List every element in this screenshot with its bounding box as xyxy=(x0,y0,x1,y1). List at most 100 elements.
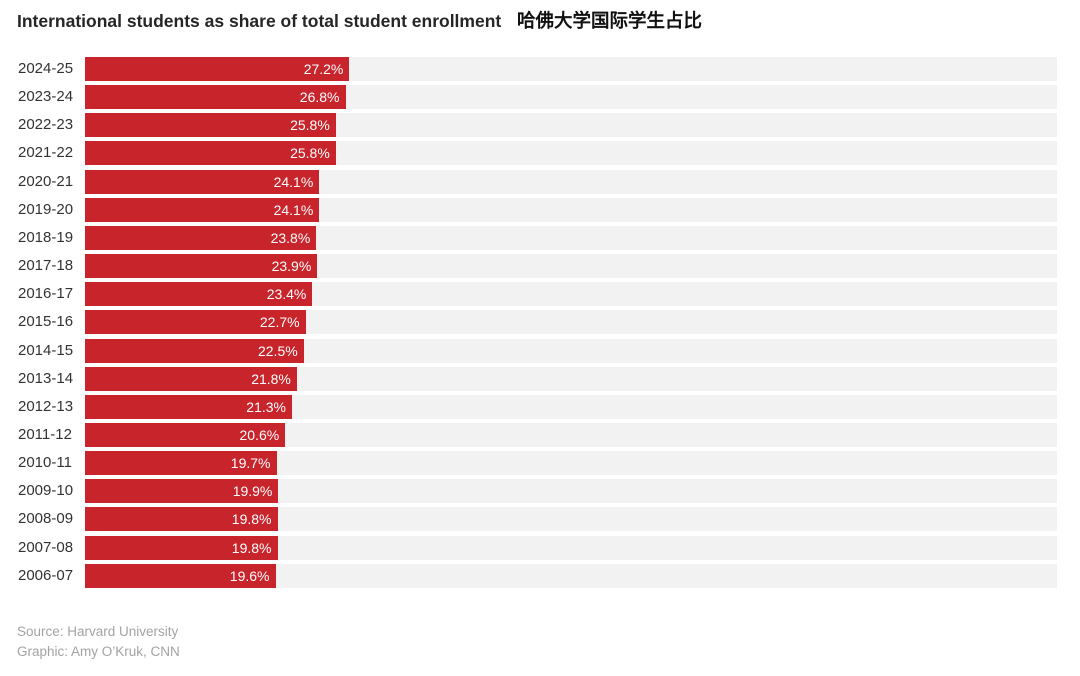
bar-track: 23.8% xyxy=(85,225,1057,250)
bar-value-label: 22.5% xyxy=(257,342,298,359)
bar-track: 22.7% xyxy=(85,310,1057,335)
credit-note: Graphic: Amy O’Kruk, CNN xyxy=(17,644,180,659)
bar-track: 23.9% xyxy=(85,254,1057,279)
category-label: 2019-20 xyxy=(18,200,74,218)
bar-track: 21.3% xyxy=(85,394,1057,419)
bar-value-label: 22.7% xyxy=(259,314,300,331)
bar-value-label: 23.9% xyxy=(271,258,312,275)
bar-track: 24.1% xyxy=(85,169,1057,194)
bar-track: 19.8% xyxy=(85,535,1057,560)
bar: 20.6% xyxy=(85,422,286,447)
bar-value-label: 26.8% xyxy=(299,89,340,106)
category-label: 2013-14 xyxy=(18,369,74,387)
category-label: 2006-07 xyxy=(18,566,74,584)
bar-row: 2020-21 24.1% xyxy=(0,169,1057,194)
bar-value-label: 25.8% xyxy=(290,117,330,134)
category-label: 2023-24 xyxy=(18,88,74,106)
bar-value-label: 19.8% xyxy=(231,511,272,528)
bar-value-label: 19.6% xyxy=(229,567,270,584)
bar-value-label: 25.8% xyxy=(290,145,330,162)
bar-row: 2013-14 21.8% xyxy=(0,366,1057,391)
bar: 26.8% xyxy=(85,85,346,110)
bar: 27.2% xyxy=(85,57,350,81)
bar: 23.4% xyxy=(85,282,313,307)
bar-row: 2024-25 27.2% xyxy=(0,57,1057,81)
bar-track: 26.8% xyxy=(85,85,1057,110)
bar-value-label: 21.8% xyxy=(251,370,291,387)
category-label: 2017-18 xyxy=(18,257,74,275)
category-label: 2015-16 xyxy=(18,313,74,331)
bar-row: 2018-19 23.8% xyxy=(0,225,1057,250)
bar-track: 21.8% xyxy=(85,366,1057,391)
category-label: 2016-17 xyxy=(18,285,74,303)
category-label: 2007-08 xyxy=(18,538,74,556)
bar: 23.9% xyxy=(85,254,318,279)
bar-row: 2012-13 21.3% xyxy=(0,394,1057,419)
chart-title-translation: 哈佛大学国际学生占比 xyxy=(517,10,703,31)
bar-value-label: 27.2% xyxy=(303,61,344,77)
bar: 19.9% xyxy=(85,479,279,504)
bar-row: 2022-23 25.8% xyxy=(0,113,1057,138)
bar-value-label: 23.8% xyxy=(270,229,311,246)
bar-track: 19.7% xyxy=(85,451,1057,476)
bar-value-label: 21.3% xyxy=(246,398,286,415)
category-label: 2022-23 xyxy=(18,116,74,134)
category-label: 2020-21 xyxy=(18,172,74,190)
bar: 19.8% xyxy=(85,507,278,532)
bar-track: 23.4% xyxy=(85,282,1057,307)
bar: 22.5% xyxy=(85,338,304,363)
bar-track: 24.1% xyxy=(85,197,1057,222)
bar-row: 2021-22 25.8% xyxy=(0,141,1057,166)
chart-title: International students as share of total… xyxy=(17,11,502,31)
source-note: Source: Harvard University xyxy=(17,624,179,639)
category-label: 2018-19 xyxy=(18,228,74,246)
category-label: 2010-11 xyxy=(18,454,72,472)
bar-row: 2016-17 23.4% xyxy=(0,282,1057,307)
bar-row: 2010-11 19.7% xyxy=(0,451,1057,476)
bar-row: 2007-08 19.8% xyxy=(0,535,1057,560)
category-label: 2021-22 xyxy=(18,144,74,162)
bar-row: 2006-07 19.6% xyxy=(0,563,1057,588)
bar-row: 2011-12 20.6% xyxy=(0,422,1057,447)
bar-value-label: 24.1% xyxy=(273,173,314,190)
bar-track: 22.5% xyxy=(85,338,1057,363)
bar: 21.3% xyxy=(85,394,292,419)
bar-track: 19.9% xyxy=(85,479,1057,504)
bar-row: 2009-10 19.9% xyxy=(0,479,1057,504)
category-label: 2008-09 xyxy=(18,510,74,528)
bar-track: 20.6% xyxy=(85,422,1057,447)
bar-row: 2008-09 19.8% xyxy=(0,507,1057,532)
category-label: 2024-25 xyxy=(18,60,74,77)
category-label: 2011-12 xyxy=(18,425,72,443)
category-label: 2009-10 xyxy=(18,482,74,500)
bar-row: 2014-15 22.5% xyxy=(0,338,1057,363)
bar-track: 19.6% xyxy=(85,563,1057,588)
bar-track: 25.8% xyxy=(85,113,1057,138)
bar-track: 19.8% xyxy=(85,507,1057,532)
bar-row: 2023-24 26.8% xyxy=(0,85,1057,110)
bar-value-label: 24.1% xyxy=(273,201,314,218)
bar: 24.1% xyxy=(85,169,320,194)
bar: 21.8% xyxy=(85,366,297,391)
bar-value-label: 19.9% xyxy=(232,483,273,500)
bar: 19.6% xyxy=(85,563,276,588)
bar-track: 25.8% xyxy=(85,141,1057,166)
category-label: 2014-15 xyxy=(18,341,74,359)
bar-row: 2017-18 23.9% xyxy=(0,254,1057,279)
bar: 23.8% xyxy=(85,225,317,250)
chart-plot: 2024-25 27.2% 2023-24 26.8% 2022-23 25.8% 2021… xyxy=(0,57,1057,588)
bar-track: 27.2% xyxy=(85,57,1057,81)
bar: 24.1% xyxy=(85,197,320,222)
bar-row: 2015-16 22.7% xyxy=(0,310,1057,335)
bar-value-label: 19.8% xyxy=(231,539,272,556)
category-label: 2012-13 xyxy=(18,397,74,415)
bar-value-label: 23.4% xyxy=(266,286,307,303)
bar-value-label: 19.7% xyxy=(230,455,271,472)
bar-row: 2019-20 24.1% xyxy=(0,197,1057,222)
bar: 25.8% xyxy=(85,141,336,166)
bar: 22.7% xyxy=(85,310,306,335)
bar: 19.8% xyxy=(85,535,278,560)
bar-value-label: 20.6% xyxy=(239,426,280,443)
bar: 19.7% xyxy=(85,451,277,476)
